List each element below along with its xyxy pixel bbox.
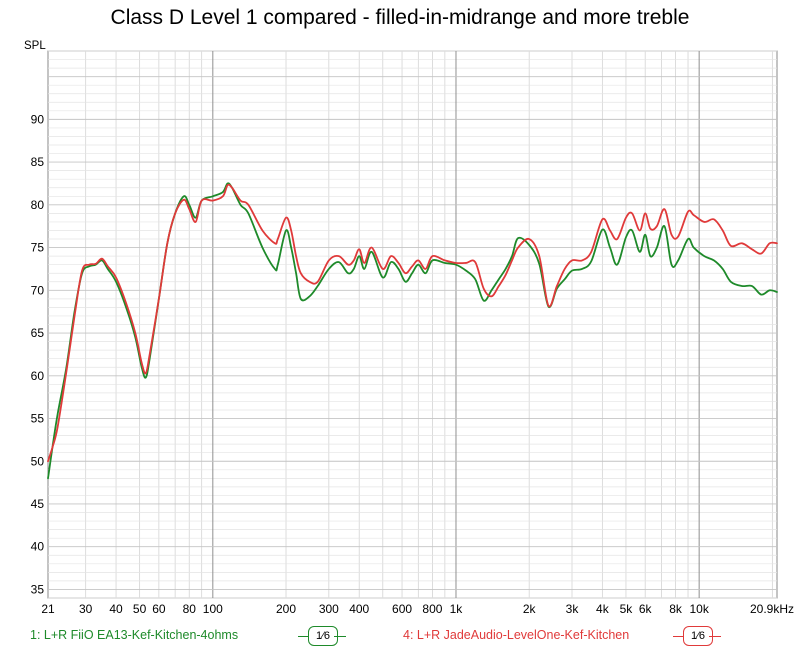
- x-tick-label: 40: [109, 602, 123, 616]
- x-tick-label: 4k: [596, 602, 610, 616]
- series-line-2: [47, 183, 778, 463]
- series-layer: [47, 182, 778, 480]
- y-tick-label: 90: [31, 112, 45, 126]
- y-axis-ticks: 35 40 45 50 55 60 65 70 75 80 85 90: [31, 112, 45, 596]
- legend-series-2-smoothing[interactable]: 1⁄6: [673, 624, 721, 648]
- legend-series-2-label: 4: L+R JadeAudio-LevelOne-Kef-Kitchen: [403, 628, 630, 642]
- x-axis-ticks: 21 30 40 50 60 80 100 200 300 400 600 800 1k 2k 3k 4k 5k…: [41, 602, 794, 616]
- x-tick-label: 600: [392, 602, 412, 616]
- x-tick-label: 21: [41, 602, 55, 616]
- x-tick-label: 3k: [566, 602, 580, 616]
- x-tick-label: 60: [152, 602, 166, 616]
- y-tick-label: 45: [31, 497, 45, 511]
- y-tick-label: 80: [31, 198, 45, 212]
- y-tick-label: 60: [31, 369, 45, 383]
- x-tick-label: 2k: [523, 602, 537, 616]
- x-tick-label: 300: [319, 602, 339, 616]
- y-tick-label: 40: [31, 540, 45, 554]
- legend-series-1-label: 1: L+R FiiO EA13-Kef-Kitchen-4ohms: [30, 628, 239, 642]
- x-tick-label: 100: [203, 602, 223, 616]
- y-tick-label: 50: [31, 454, 45, 468]
- grid-minor: [48, 50, 777, 599]
- y-tick-label: 55: [31, 412, 45, 426]
- legend-series-1-smoothing[interactable]: 1⁄6: [298, 624, 346, 648]
- y-tick-label: 65: [31, 326, 45, 340]
- x-tick-label: 30: [79, 602, 93, 616]
- x-tick-label: 400: [349, 602, 369, 616]
- smoothing-badge[interactable]: 1⁄6: [683, 626, 713, 646]
- y-tick-label: 85: [31, 155, 45, 169]
- x-tick-label: 8k: [669, 602, 683, 616]
- x-tick-label: 800: [422, 602, 442, 616]
- chart-title: Class D Level 1 compared - filled-in-mid…: [110, 6, 690, 29]
- y-tick-label: 35: [31, 582, 45, 596]
- x-tick-label: 5k: [620, 602, 634, 616]
- smoothing-badge[interactable]: 1⁄6: [308, 626, 338, 646]
- y-axis-label: SPL: [24, 40, 46, 52]
- x-tick-label: 200: [276, 602, 296, 616]
- grid-major: [48, 51, 777, 598]
- y-tick-label: 75: [31, 241, 45, 255]
- x-tick-label: 6k: [639, 602, 653, 616]
- x-tick-label: 1k: [450, 602, 464, 616]
- x-tick-label: 50: [133, 602, 147, 616]
- x-tick-label: 20.9kHz: [750, 602, 794, 616]
- x-tick-label: 80: [183, 602, 197, 616]
- y-tick-label: 70: [31, 283, 45, 297]
- x-tick-label: 10k: [689, 602, 709, 616]
